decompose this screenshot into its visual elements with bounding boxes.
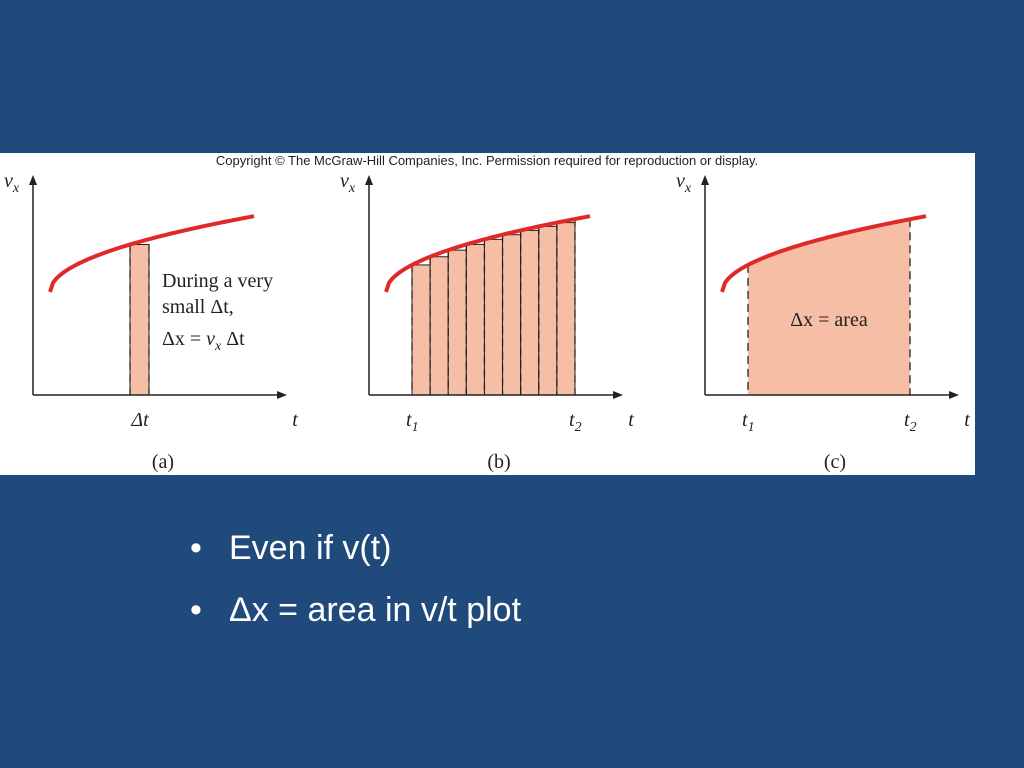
strip [556, 222, 576, 396]
panel-label: (c) [824, 451, 846, 473]
curve [48, 214, 255, 293]
y-arrow [701, 175, 709, 185]
strip [429, 256, 449, 396]
math-sub: 2 [910, 420, 917, 435]
note-part: x [214, 339, 222, 354]
x-axis-label: t [964, 409, 970, 431]
strip [465, 243, 485, 396]
math-label: t1 [406, 409, 419, 435]
math-main: t [904, 409, 910, 431]
x-axis-label: t [628, 409, 634, 431]
math-label: vx [676, 170, 692, 196]
note-part: Δx = [162, 328, 206, 350]
copyright: Copyright © The McGraw-Hill Companies, I… [216, 153, 758, 168]
math-main: t [742, 409, 748, 431]
math-label: t1 [742, 409, 755, 435]
strip [538, 225, 558, 396]
math-main: v [340, 170, 349, 192]
strip [483, 238, 504, 396]
math-label: t2 [904, 409, 917, 435]
strip [129, 244, 150, 396]
math-label: vx [4, 170, 20, 196]
math-main: v [4, 170, 13, 192]
x-arrow [277, 391, 287, 399]
math-sub: 1 [748, 420, 755, 435]
note: Δx = area [790, 309, 868, 331]
bullet: Δx = area in v/t plot [190, 582, 521, 644]
math-label: vx [340, 170, 356, 196]
note-line: small Δt, [162, 296, 234, 318]
curve [720, 214, 927, 293]
bullet: Even if v(t) [190, 520, 521, 582]
panel-label: (b) [487, 451, 510, 473]
note-part: v [206, 328, 215, 350]
strip [502, 234, 522, 396]
x-axis-label: t [292, 409, 298, 431]
math-sub: x [348, 181, 356, 196]
figure: Copyright © The McGraw-Hill Companies, I… [0, 153, 975, 475]
math-sub: 1 [412, 420, 419, 435]
math-main: t [569, 409, 575, 431]
strip [411, 264, 431, 396]
x-arrow [613, 391, 623, 399]
y-arrow [365, 175, 373, 185]
math-sub: x [684, 181, 692, 196]
note-part: Δt [221, 328, 245, 350]
math-main: t [406, 409, 412, 431]
math-sub: x [12, 181, 20, 196]
curve [384, 214, 591, 293]
y-arrow [29, 175, 37, 185]
strip [447, 249, 467, 396]
panel-label: (a) [152, 451, 174, 473]
strip [520, 229, 540, 396]
note-line: Δx = vx Δt [162, 328, 245, 354]
math-label: t2 [569, 409, 582, 435]
x-arrow [949, 391, 959, 399]
math-sub: 2 [575, 420, 582, 435]
tick-label: Δt [130, 409, 149, 431]
math-main: v [676, 170, 685, 192]
note-line: During a very [162, 270, 273, 292]
bullet-list: Even if v(t) Δx = area in v/t plot [190, 520, 521, 644]
area [748, 219, 910, 395]
